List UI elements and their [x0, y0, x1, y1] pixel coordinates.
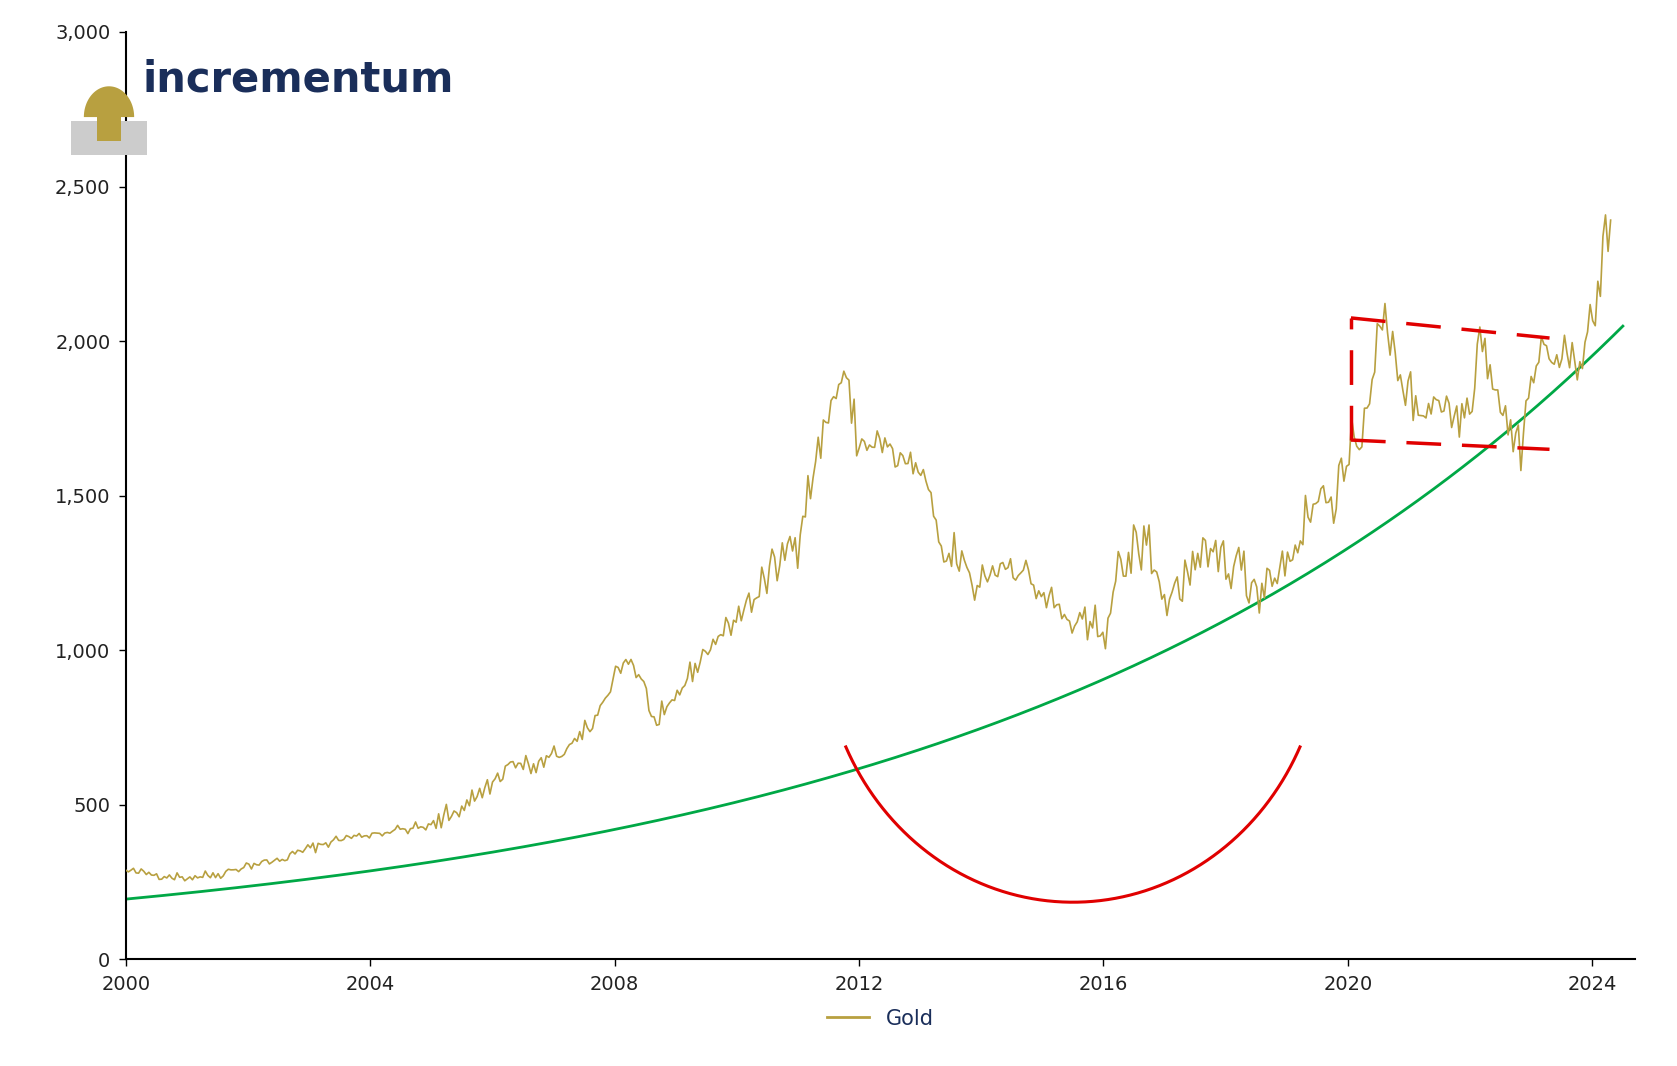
Legend: Gold: Gold: [818, 1000, 942, 1037]
Polygon shape: [94, 97, 124, 115]
Text: incrementum: incrementum: [143, 59, 454, 100]
FancyBboxPatch shape: [70, 120, 148, 155]
Polygon shape: [89, 92, 129, 116]
FancyBboxPatch shape: [97, 116, 121, 141]
Polygon shape: [84, 86, 134, 117]
